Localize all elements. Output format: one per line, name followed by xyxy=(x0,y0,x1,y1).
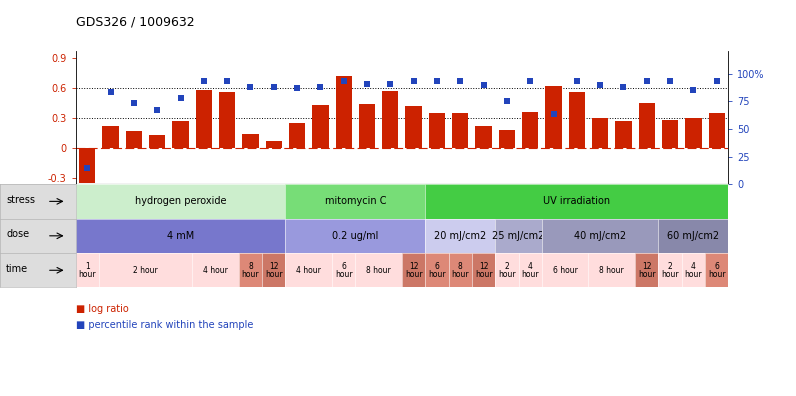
Text: 2
hour: 2 hour xyxy=(498,262,516,279)
Bar xyxy=(359,104,375,148)
Point xyxy=(431,78,443,84)
Text: 20 mJ/cm2: 20 mJ/cm2 xyxy=(434,231,486,241)
Point xyxy=(267,84,280,90)
Point xyxy=(244,84,257,90)
Point xyxy=(361,80,373,87)
Text: 60 mJ/cm2: 60 mJ/cm2 xyxy=(667,231,720,241)
Bar xyxy=(79,148,96,183)
Text: UV irradiation: UV irradiation xyxy=(543,196,611,206)
Bar xyxy=(429,113,445,148)
Point xyxy=(174,95,187,101)
Text: mitomycin C: mitomycin C xyxy=(325,196,386,206)
Text: 12
hour: 12 hour xyxy=(474,262,493,279)
Text: stress: stress xyxy=(6,195,35,205)
Point xyxy=(314,84,326,90)
Point xyxy=(524,78,537,84)
Bar xyxy=(592,118,608,148)
Bar xyxy=(289,123,305,148)
Point xyxy=(408,78,420,84)
Bar xyxy=(219,92,236,148)
Bar xyxy=(126,131,142,148)
Text: 40 mJ/cm2: 40 mJ/cm2 xyxy=(574,231,626,241)
Text: 8 hour: 8 hour xyxy=(599,266,624,275)
Point xyxy=(687,87,700,93)
Text: 0.2 ug/ml: 0.2 ug/ml xyxy=(332,231,379,241)
Bar xyxy=(638,103,655,148)
Text: 4 hour: 4 hour xyxy=(203,266,228,275)
Point xyxy=(547,111,560,118)
Bar xyxy=(405,106,422,148)
Point xyxy=(104,89,117,95)
Text: 4 mM: 4 mM xyxy=(167,231,194,241)
Point xyxy=(151,107,164,113)
Point xyxy=(478,82,490,88)
Text: 2
hour: 2 hour xyxy=(661,262,679,279)
Text: 12
hour: 12 hour xyxy=(265,262,283,279)
Point xyxy=(127,100,140,107)
Point xyxy=(640,78,653,84)
Text: hydrogen peroxide: hydrogen peroxide xyxy=(135,196,226,206)
Text: 4
hour: 4 hour xyxy=(521,262,539,279)
Bar xyxy=(196,89,212,148)
Text: 25 mJ/cm2: 25 mJ/cm2 xyxy=(493,231,544,241)
Text: 1
hour: 1 hour xyxy=(79,262,96,279)
Text: 6 hour: 6 hour xyxy=(552,266,578,275)
Text: 12
hour: 12 hour xyxy=(405,262,423,279)
Bar xyxy=(312,105,329,148)
Point xyxy=(710,78,723,84)
Point xyxy=(617,84,630,90)
Text: 8
hour: 8 hour xyxy=(242,262,259,279)
Point xyxy=(501,98,513,105)
Bar xyxy=(336,76,352,148)
Text: 6
hour: 6 hour xyxy=(708,262,725,279)
Point xyxy=(338,78,350,84)
Text: 8
hour: 8 hour xyxy=(451,262,469,279)
Bar xyxy=(545,86,562,148)
Text: ■ log ratio: ■ log ratio xyxy=(76,304,128,314)
Bar xyxy=(708,113,725,148)
Text: 12
hour: 12 hour xyxy=(638,262,656,279)
Text: time: time xyxy=(6,264,28,274)
Text: 6
hour: 6 hour xyxy=(335,262,353,279)
Bar xyxy=(475,126,492,148)
Point xyxy=(197,78,210,84)
Point xyxy=(571,78,583,84)
Point xyxy=(384,80,396,87)
Point xyxy=(220,78,233,84)
Point xyxy=(664,78,677,84)
Bar xyxy=(685,118,701,148)
Bar xyxy=(242,134,259,148)
Point xyxy=(81,164,94,171)
Text: dose: dose xyxy=(6,229,29,239)
Text: 8 hour: 8 hour xyxy=(366,266,391,275)
Bar xyxy=(266,141,282,148)
Point xyxy=(594,82,607,88)
Bar xyxy=(662,120,678,148)
Point xyxy=(454,78,466,84)
Bar xyxy=(522,112,538,148)
Text: GDS326 / 1009632: GDS326 / 1009632 xyxy=(76,16,194,29)
Text: 4
hour: 4 hour xyxy=(685,262,702,279)
Point xyxy=(291,85,303,91)
Bar xyxy=(173,121,189,148)
Text: 6
hour: 6 hour xyxy=(428,262,446,279)
Bar xyxy=(615,121,631,148)
Bar xyxy=(149,135,166,148)
Bar xyxy=(382,91,399,148)
Bar xyxy=(452,113,468,148)
Text: 4 hour: 4 hour xyxy=(296,266,321,275)
Text: ■ percentile rank within the sample: ■ percentile rank within the sample xyxy=(76,320,253,330)
Bar xyxy=(568,92,585,148)
Bar xyxy=(499,130,515,148)
Bar xyxy=(103,126,119,148)
Text: 2 hour: 2 hour xyxy=(133,266,158,275)
